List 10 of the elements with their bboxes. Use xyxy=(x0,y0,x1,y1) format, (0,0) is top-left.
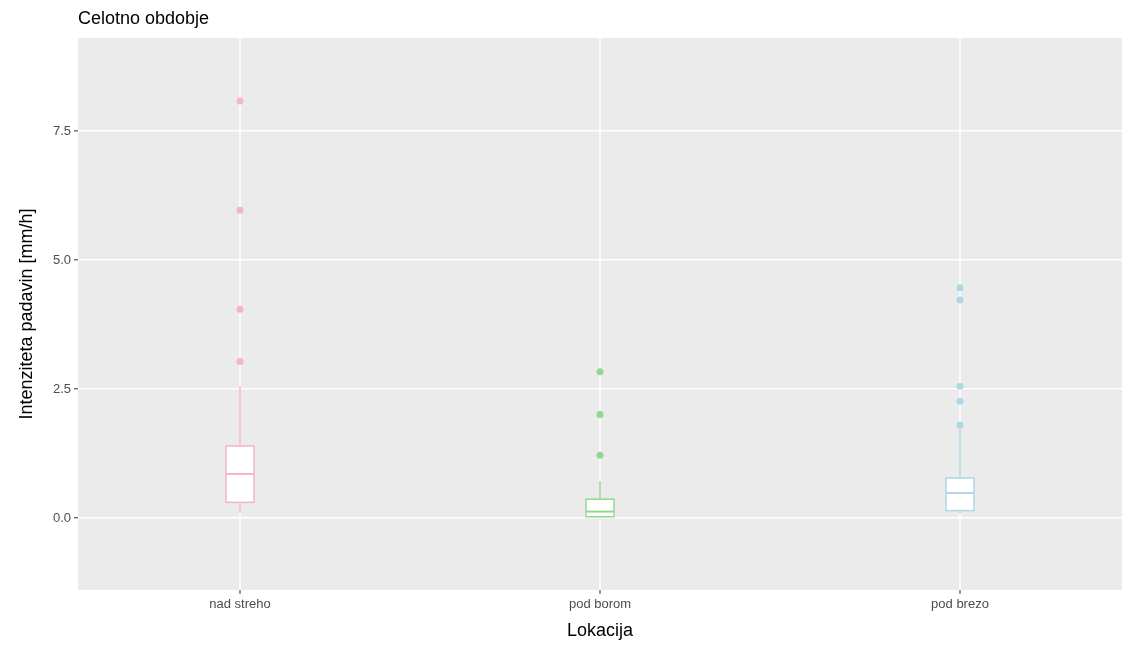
x-tick-label: pod borom xyxy=(568,596,632,611)
chart-title: Celotno obdobje xyxy=(78,8,210,28)
y-axis-title: Intenziteta padavin [mm/h] xyxy=(16,208,36,420)
y-tick-label: 0.0 xyxy=(52,510,71,526)
y-tick-label: 7.5 xyxy=(52,123,71,139)
x-axis-title: Lokacija xyxy=(566,620,635,640)
y-tick-label: 2.5 xyxy=(52,381,71,397)
x-tick-label: pod brezo xyxy=(931,596,989,611)
x-tick-label: nad streho xyxy=(209,596,271,611)
y-tick-label: 5.0 xyxy=(52,252,71,268)
